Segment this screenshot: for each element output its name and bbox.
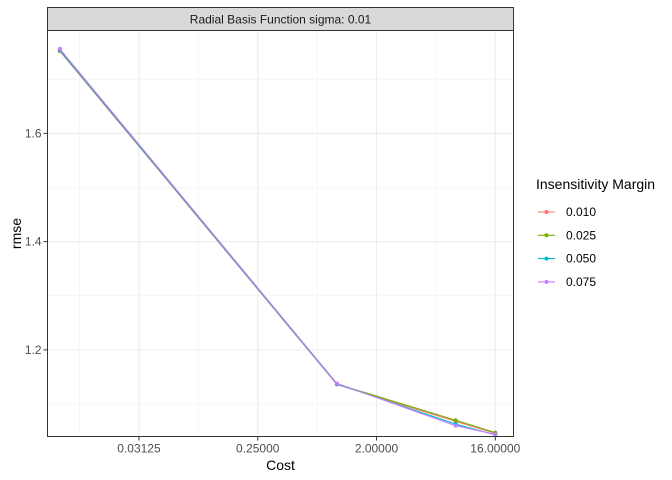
y-tick-label: 1.2	[25, 343, 42, 357]
x-axis-title: Cost	[266, 457, 295, 473]
series-line	[59, 48, 496, 435]
legend-label: 0.025	[566, 228, 596, 242]
legend-key-point	[544, 256, 549, 261]
data-point	[334, 381, 339, 386]
legend-item: 0.025	[538, 228, 596, 242]
grid	[47, 30, 514, 437]
data-point	[493, 432, 498, 437]
legend: Insensitivity Margin 0.010 0.025 0.050 0.07…	[536, 176, 655, 289]
legend-key-point	[544, 210, 549, 214]
series-layer	[57, 46, 498, 437]
legend-item: 0.050	[538, 252, 596, 266]
y-axis: 1.2 1.4 1.6	[25, 126, 48, 357]
legend-key-point	[544, 279, 549, 284]
x-tick-label: 16.00000	[470, 442, 520, 456]
x-tick-label: 2.00000	[355, 442, 399, 456]
x-tick-label: 0.03125	[117, 442, 161, 456]
facet-label: Radial Basis Function sigma: 0.01	[190, 13, 372, 27]
facet-strip	[47, 7, 514, 31]
data-point	[57, 46, 62, 51]
legend-label: 0.010	[566, 205, 596, 219]
legend-title: Insensitivity Margin	[536, 176, 655, 192]
x-axis: 0.03125 0.25000 2.00000 16.00000	[117, 436, 521, 456]
legend-label: 0.075	[566, 275, 596, 289]
y-axis-title: rmse	[8, 218, 24, 249]
legend-label: 0.050	[566, 252, 596, 266]
y-tick-label: 1.4	[25, 235, 42, 249]
legend-key-point	[544, 233, 549, 238]
series-0.075	[57, 46, 498, 437]
legend-item: 0.010	[538, 205, 596, 219]
data-point	[453, 423, 458, 428]
data-point	[453, 418, 458, 423]
panel-background	[47, 30, 514, 437]
y-tick-label: 1.6	[25, 126, 42, 140]
x-tick-label: 0.25000	[236, 442, 280, 456]
legend-item: 0.075	[538, 275, 596, 289]
